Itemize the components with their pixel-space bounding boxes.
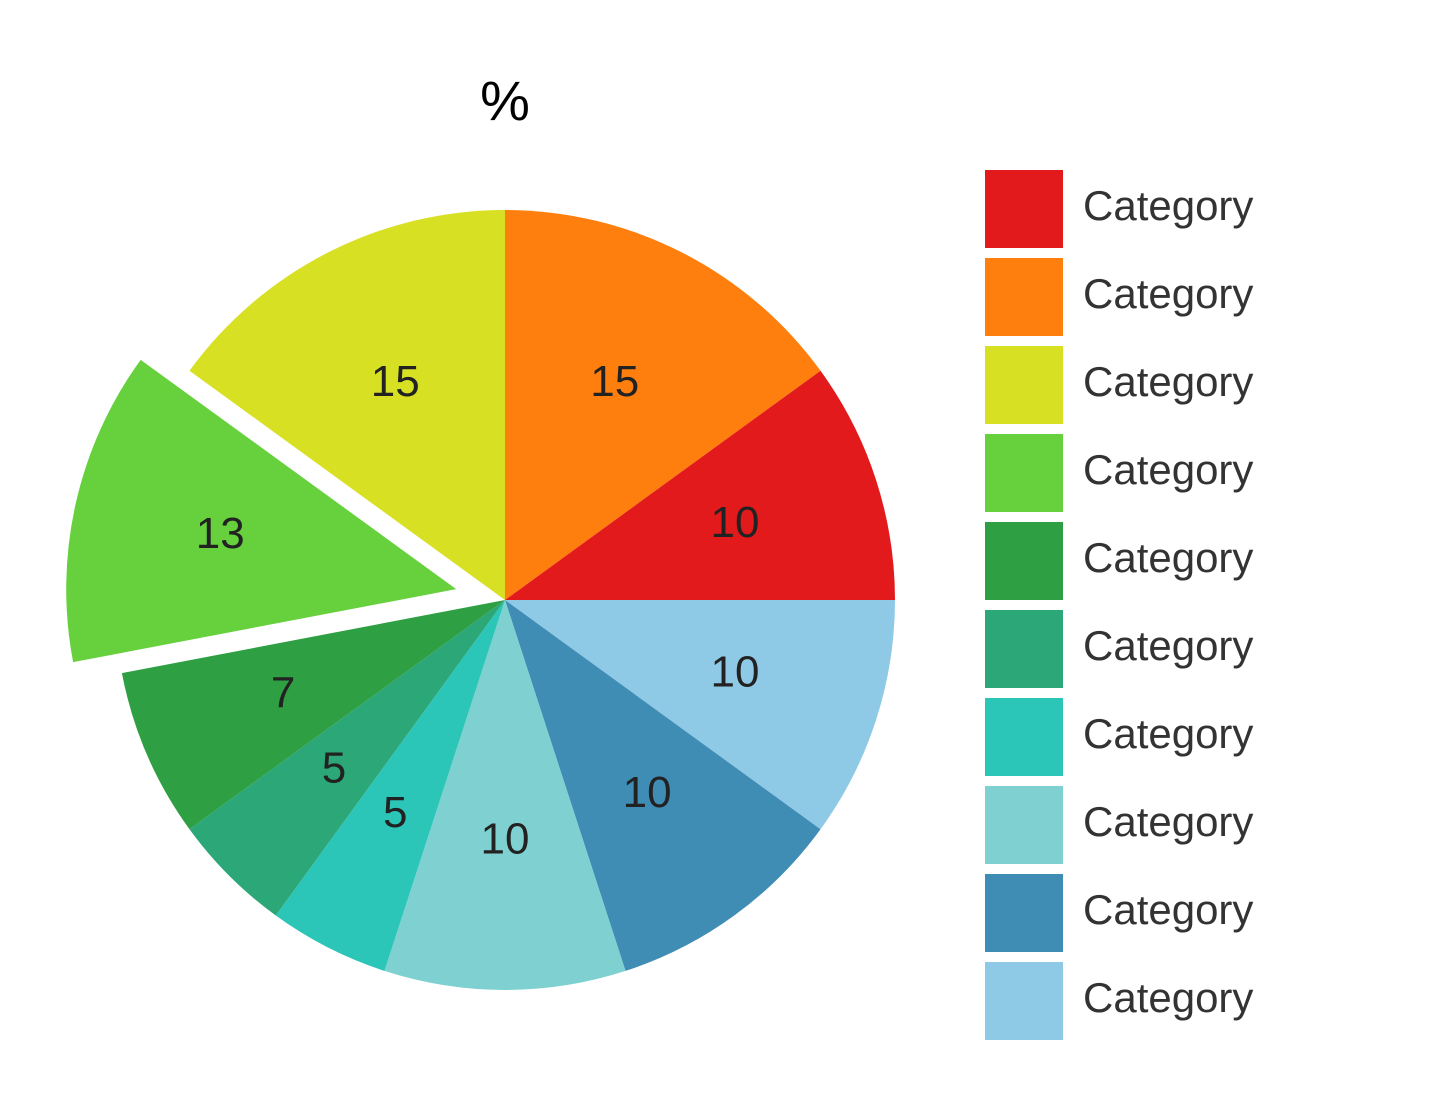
pie-chart-svg: 15101010105571315 % CategoryCategoryCate… [0,0,1451,1100]
legend-swatch [985,346,1063,424]
slice-label: 5 [322,744,346,793]
legend-swatch [985,258,1063,336]
slice-label: 10 [481,814,530,863]
legend-swatch [985,434,1063,512]
legend-label: Category [1083,798,1253,845]
legend-label: Category [1083,270,1253,317]
legend-label: Category [1083,710,1253,757]
slice-label: 15 [590,357,639,406]
legend-label: Category [1083,886,1253,933]
chart-title: % [480,69,530,132]
chart-container: 15101010105571315 % CategoryCategoryCate… [0,0,1451,1100]
legend-label: Category [1083,974,1253,1021]
legend-swatch [985,874,1063,952]
slice-label: 13 [196,509,245,558]
slice-label: 15 [371,357,420,406]
slice-label: 7 [271,669,295,718]
legend-swatch [985,610,1063,688]
legend-label: Category [1083,446,1253,493]
legend-swatch [985,786,1063,864]
legend-label: Category [1083,622,1253,669]
legend-label: Category [1083,534,1253,581]
legend-label: Category [1083,358,1253,405]
slice-label: 10 [710,647,759,696]
legend-swatch [985,698,1063,776]
legend: Category Category Category Category Category… [985,170,1253,1040]
legend-swatch [985,962,1063,1040]
legend-swatch [985,522,1063,600]
slice-label: 5 [383,788,407,837]
legend-swatch [985,170,1063,248]
slice-label: 10 [623,768,672,817]
pie-slices-group [66,210,895,990]
slice-label: 10 [710,498,759,547]
legend-label: Category [1083,182,1253,229]
